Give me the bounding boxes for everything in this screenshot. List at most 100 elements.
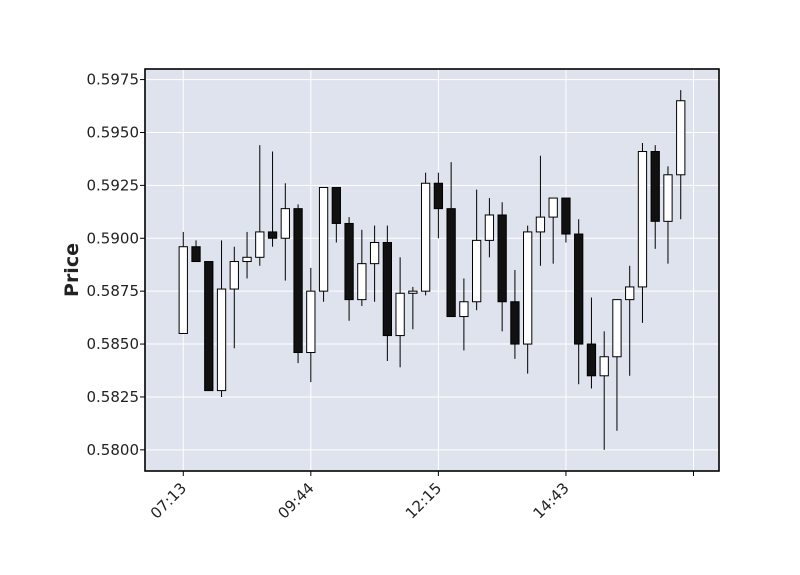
candle [178,231,188,334]
y-tick-label: 0.5900 [87,229,140,247]
candle [191,240,201,263]
x-tick-label: 09:44 [274,479,317,522]
candle-body-up [612,299,622,358]
candle [510,270,520,359]
candle-body-up [306,290,316,354]
y-tick-label: 0.5825 [87,388,140,406]
candle [433,172,444,239]
candle-body-up [280,208,290,239]
candle [561,197,571,243]
candle-body-up [663,174,673,222]
candle [599,331,609,450]
candle-body-down [204,261,214,392]
x-tick-label: 12:15 [402,479,445,522]
candle [650,145,660,249]
candle-body-up [318,186,329,292]
candle-body-up [229,261,239,290]
candle-body-down [497,214,507,303]
candle-body-up [459,301,469,318]
candle [523,225,533,374]
y-axis-label: Price [61,243,83,297]
candle [216,240,227,397]
candle [306,267,316,383]
x-tick-label: 07:13 [147,479,190,522]
candle-body-up [625,286,635,301]
candle-body-up [216,288,227,392]
candle [204,261,214,392]
candle [408,286,418,330]
candle-body-up [369,241,380,265]
candle [344,217,354,321]
y-tick-label: 0.5875 [87,282,140,300]
candle [242,231,252,279]
x-tick-label: 14:43 [529,479,572,522]
candle-body-down [331,186,341,224]
candle-body-down [586,343,597,377]
candle [471,189,482,311]
candle-body-down [446,208,456,318]
candle [625,265,635,376]
candle-body-up [178,246,188,334]
candle [446,162,456,318]
candle [586,297,597,389]
candle [535,155,546,266]
y-tick-label: 0.5950 [87,123,140,141]
candle [293,204,303,364]
candle [318,186,329,302]
candle [357,229,367,306]
candle [369,225,380,302]
candle [459,278,469,351]
candle-body-up [408,290,418,294]
candle-body-down [433,182,444,210]
candle-body-down [267,231,278,239]
candle-body-up [484,214,495,241]
candle [484,198,495,258]
candle-body-up [676,100,686,176]
candle-body-down [293,208,303,354]
candle [267,151,278,247]
plot-area [145,69,719,471]
y-tick-label: 0.5800 [87,441,140,459]
y-axis: 0.5800 0.5825 0.5850 0.5875 0.5900 0.5925 0.59… [87,71,145,459]
candle [637,143,648,323]
y-tick-label: 0.5975 [87,71,140,89]
candle-body-up [395,292,405,337]
candle-body-down [561,197,571,235]
candle-body-down [191,246,201,263]
candle [663,166,673,264]
candle [574,219,584,385]
candle [255,145,265,266]
candle [395,257,405,368]
candle [420,172,431,296]
candle [612,299,622,431]
candle-body-down [650,151,660,222]
y-tick-label: 0.5850 [87,335,140,353]
y-tick-label: 0.5925 [87,176,140,194]
candle-body-down [574,233,584,345]
candle-body-up [548,197,558,218]
candle [331,186,341,243]
candle [382,225,393,361]
candle [548,197,558,264]
candle-body-up [535,216,546,233]
candle-body-up [471,239,482,303]
plot-frame [144,68,720,472]
candle [676,90,686,220]
candle [229,246,239,349]
candle-body-up [255,231,265,258]
candle-body-up [637,151,648,288]
candle-body-up [357,263,367,301]
candles [178,90,686,450]
candle-body-up [242,256,252,263]
candle-body-down [382,241,393,337]
x-axis: 07:13 09:44 12:15 14:43 [147,471,694,522]
candle [497,202,507,332]
candle-body-up [420,182,431,292]
candle-body-down [510,301,520,345]
candle-body-down [344,222,354,301]
candle-body-up [523,231,533,345]
candle-body-up [599,356,609,377]
candle [280,183,290,281]
